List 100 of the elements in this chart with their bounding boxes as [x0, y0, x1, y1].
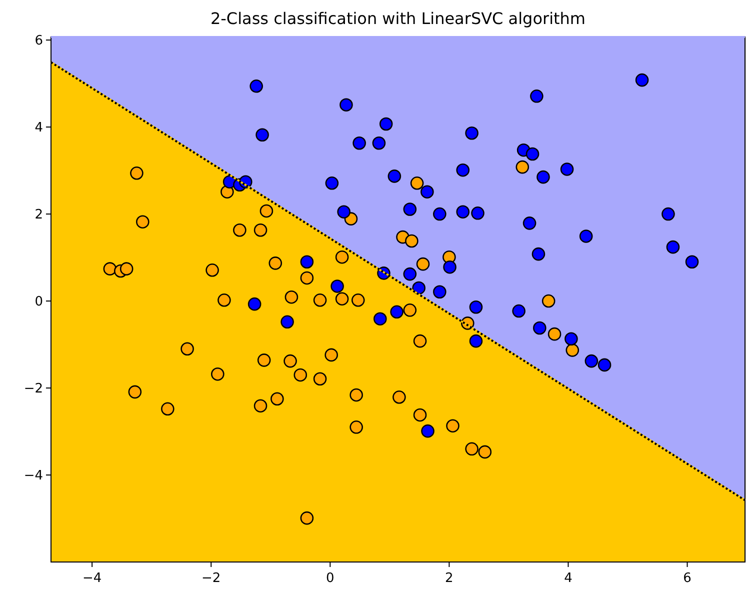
point: [313, 294, 327, 307]
point: [388, 170, 402, 183]
point: [598, 358, 612, 372]
point: [666, 240, 680, 254]
point: [250, 80, 263, 93]
point: [403, 304, 417, 317]
point: [469, 300, 483, 314]
chart-title: 2-Class classification with LinearSVC algorithm: [210, 9, 586, 28]
point: [372, 136, 386, 150]
point: [446, 419, 460, 433]
point: [256, 128, 269, 142]
point: [218, 294, 231, 307]
point: [351, 294, 365, 307]
point: [560, 162, 574, 176]
point: [405, 234, 418, 248]
point: [373, 312, 387, 326]
point: [635, 73, 649, 87]
point: [421, 424, 434, 438]
x-tick-label: 2: [445, 571, 454, 586]
point: [410, 176, 424, 190]
point: [280, 315, 294, 329]
point: [257, 354, 271, 367]
point: [260, 204, 274, 218]
point: [390, 305, 404, 319]
point: [512, 304, 526, 318]
point: [103, 262, 117, 276]
point: [469, 334, 483, 348]
point: [579, 230, 593, 243]
y-tick-label: 4: [34, 120, 43, 136]
point: [403, 202, 417, 216]
point: [206, 263, 219, 277]
y-tick-label: −2: [24, 382, 43, 397]
point: [180, 342, 194, 356]
point: [530, 90, 544, 103]
point: [465, 126, 478, 140]
point: [471, 206, 484, 220]
x-tick-label: −2: [202, 571, 221, 586]
point: [564, 332, 578, 346]
point: [662, 207, 675, 221]
point: [456, 163, 470, 177]
point: [352, 136, 366, 150]
point: [128, 385, 142, 399]
point: [403, 267, 417, 281]
point: [130, 166, 144, 180]
point: [433, 207, 446, 221]
point: [379, 117, 393, 131]
point: [516, 160, 530, 174]
point: [340, 98, 353, 112]
point: [413, 334, 427, 348]
point: [284, 354, 297, 368]
point: [324, 348, 338, 362]
point: [335, 250, 349, 264]
point: [300, 255, 314, 269]
point: [443, 260, 456, 274]
point: [532, 247, 546, 261]
point: [416, 257, 430, 271]
point: [548, 327, 562, 341]
y-tick-label: 2: [34, 208, 43, 223]
point: [413, 408, 427, 422]
point: [161, 402, 174, 416]
point: [120, 262, 134, 276]
point: [268, 256, 282, 270]
point: [542, 294, 556, 308]
point: [533, 321, 546, 335]
point: [270, 392, 284, 406]
point: [526, 147, 540, 161]
point: [392, 390, 406, 404]
point: [412, 281, 426, 295]
point: [330, 280, 344, 293]
point: [233, 223, 246, 237]
x-tick-label: −4: [82, 571, 102, 586]
point: [254, 223, 268, 237]
point: [335, 292, 349, 306]
point: [536, 170, 550, 184]
point: [478, 445, 492, 459]
point: [350, 420, 363, 434]
point: [136, 215, 150, 229]
point: [685, 255, 699, 269]
point: [584, 354, 598, 368]
point: [284, 290, 298, 304]
y-tick-label: 6: [34, 34, 43, 49]
point: [420, 185, 434, 198]
point: [350, 388, 363, 402]
point: [465, 442, 478, 456]
point: [294, 368, 308, 382]
point: [300, 271, 314, 285]
x-tick-label: 0: [326, 571, 334, 586]
point: [211, 367, 224, 381]
point: [337, 205, 350, 219]
point: [313, 372, 327, 386]
point: [456, 205, 470, 219]
point: [325, 176, 339, 190]
point: [433, 285, 446, 299]
point: [248, 297, 262, 311]
point: [300, 511, 314, 525]
point: [522, 216, 536, 230]
x-tick-label: 4: [564, 571, 572, 586]
y-tick-label: −4: [24, 468, 43, 484]
x-tick-label: 6: [683, 571, 692, 586]
y-tick-label: 0: [34, 294, 43, 310]
